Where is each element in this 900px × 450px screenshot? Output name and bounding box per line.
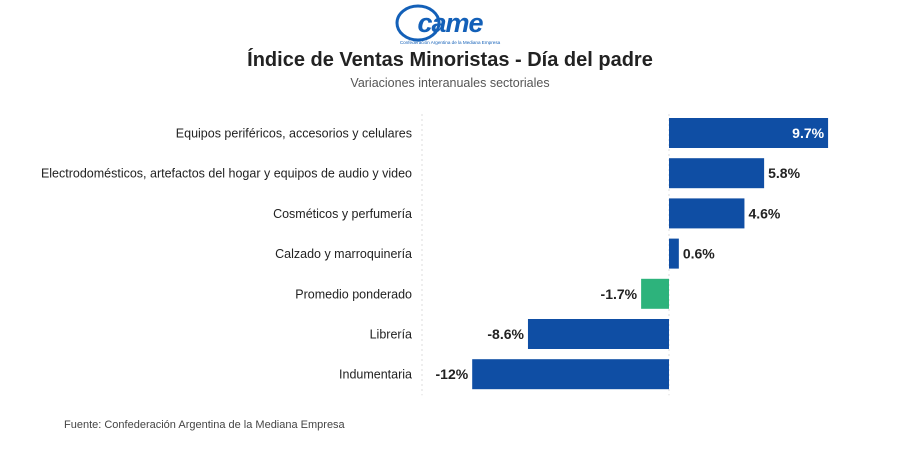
logo-wordmark: came bbox=[417, 8, 483, 38]
category-label: Indumentaria bbox=[339, 368, 412, 382]
bar bbox=[669, 238, 679, 269]
category-label: Electrodomésticos, artefactos del hogar … bbox=[41, 167, 412, 181]
category-label: Equipos periféricos, accesorios y celula… bbox=[176, 127, 412, 141]
bar bbox=[472, 359, 669, 390]
chart-subtitle: Variaciones interanuales sectoriales bbox=[350, 76, 550, 90]
data-label: 4.6% bbox=[748, 205, 780, 221]
data-label: -8.6% bbox=[487, 326, 524, 342]
bar bbox=[527, 319, 669, 349]
data-label: 5.8% bbox=[768, 165, 800, 181]
came-logo: came Confederación Argentina de la Media… bbox=[395, 4, 501, 45]
category-label: Calzado y marroquinería bbox=[275, 247, 412, 261]
data-label: 0.6% bbox=[683, 246, 715, 262]
category-label: Promedio ponderado bbox=[295, 287, 412, 301]
category-label: Librería bbox=[370, 328, 412, 342]
source-note: Fuente: Confederación Argentina de la Me… bbox=[64, 419, 345, 431]
data-label: -1.7% bbox=[601, 286, 638, 302]
logo-ring bbox=[395, 4, 441, 42]
chart-title: Índice de Ventas Minoristas - Día del pa… bbox=[247, 49, 653, 71]
bar bbox=[669, 158, 765, 189]
bar bbox=[641, 278, 669, 309]
bar bbox=[669, 118, 829, 148]
category-label: Cosméticos y perfumería bbox=[273, 207, 412, 221]
data-label: -12% bbox=[436, 366, 469, 382]
bar bbox=[669, 198, 745, 229]
data-label: 9.7% bbox=[792, 125, 824, 141]
logo-tagline: Confederación Argentina de la Mediana Em… bbox=[400, 40, 501, 45]
